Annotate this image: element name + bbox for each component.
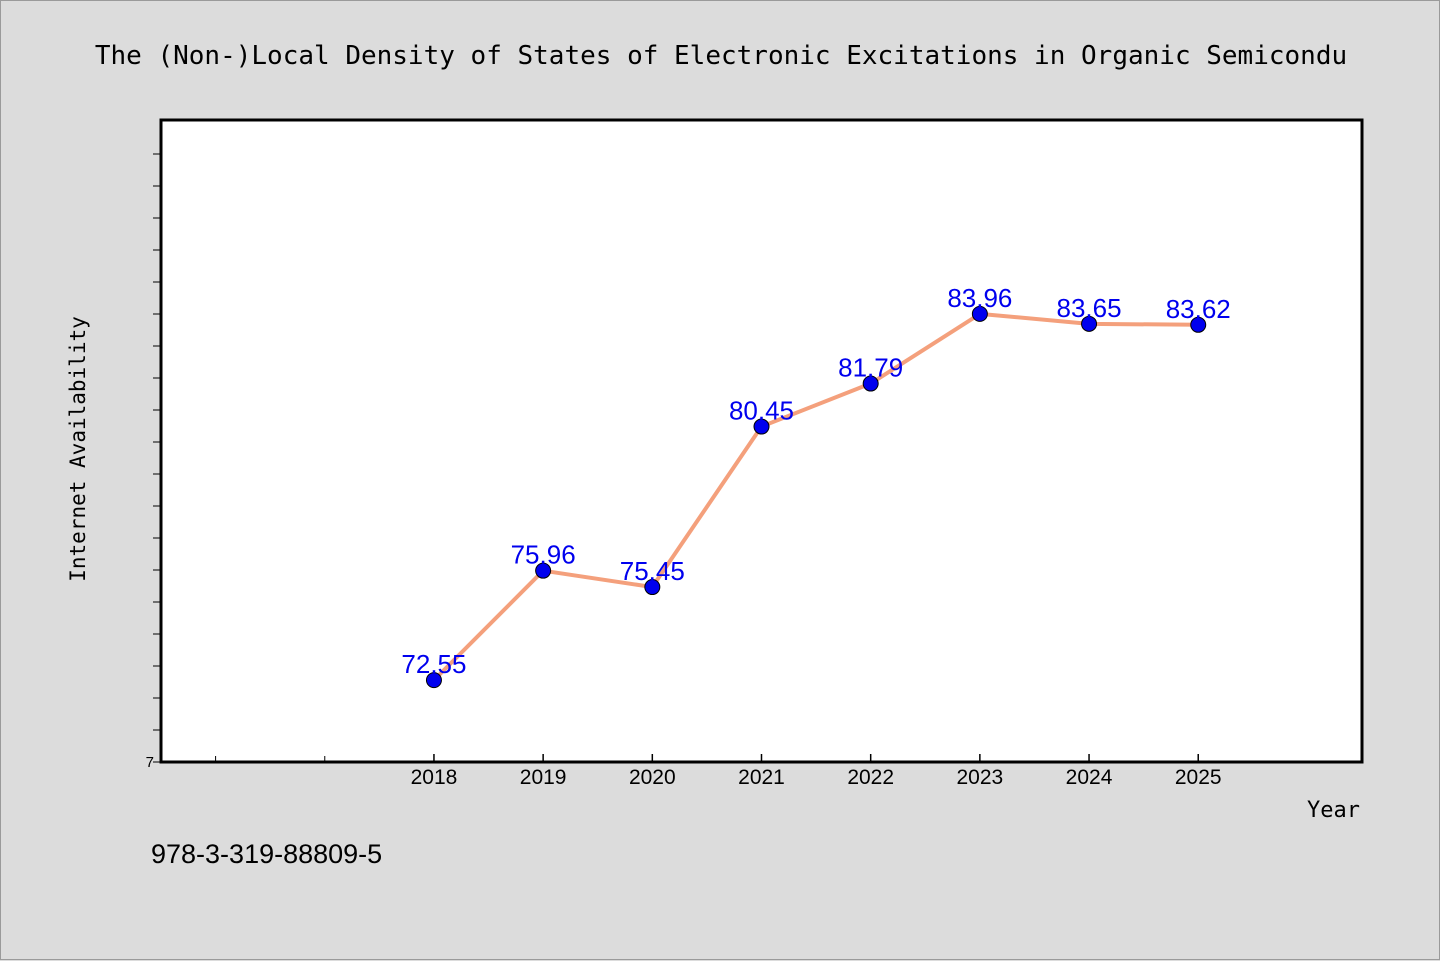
data-point [753, 418, 770, 435]
x-tick-label: 2022 [847, 766, 894, 789]
data-label: 83.96 [947, 283, 1012, 313]
y-tick-label: 7 [146, 754, 154, 771]
series-line [432, 311, 1199, 682]
x-tick-label: 2024 [1066, 766, 1113, 789]
x-tick-label: 2019 [520, 766, 567, 789]
data-label: 72.55 [401, 649, 466, 679]
footer-isbn: 978-3-319-88809-5 [151, 839, 382, 869]
data-label: 75.96 [511, 540, 576, 570]
data-label: 80.45 [729, 396, 794, 426]
data-label: 81.79 [838, 353, 903, 383]
chart-title: The (Non-)Local Density of States of Ele… [95, 41, 1347, 71]
data-point [1081, 315, 1098, 332]
data-point [535, 562, 552, 579]
x-tick-label: 2020 [629, 766, 676, 789]
data-point [425, 672, 442, 689]
data-point [971, 305, 988, 322]
data-point [1190, 316, 1207, 333]
data-point [644, 579, 661, 596]
y-axis-ticks [153, 153, 161, 763]
x-axis-ticks: 2018 2019 2020 2021 2022 2023 2024 2025 [215, 754, 1222, 789]
x-tick-label: 2023 [957, 766, 1004, 789]
data-label: 83.62 [1166, 294, 1231, 324]
x-tick-label: 2025 [1175, 766, 1222, 789]
data-label: 83.65 [1057, 293, 1122, 323]
x-tick-label: 2021 [738, 766, 785, 789]
y-axis-label: Internet Availability [66, 316, 90, 582]
x-axis-label: Year [1307, 798, 1360, 823]
plot-area [159, 118, 1364, 764]
x-tick-label: 2018 [411, 766, 458, 789]
series-layer: 72.55 75.96 75.45 80.45 81.79 83.96 83.65 83.62 [401, 283, 1231, 689]
data-point [862, 375, 879, 392]
data-label: 75.45 [620, 556, 685, 586]
